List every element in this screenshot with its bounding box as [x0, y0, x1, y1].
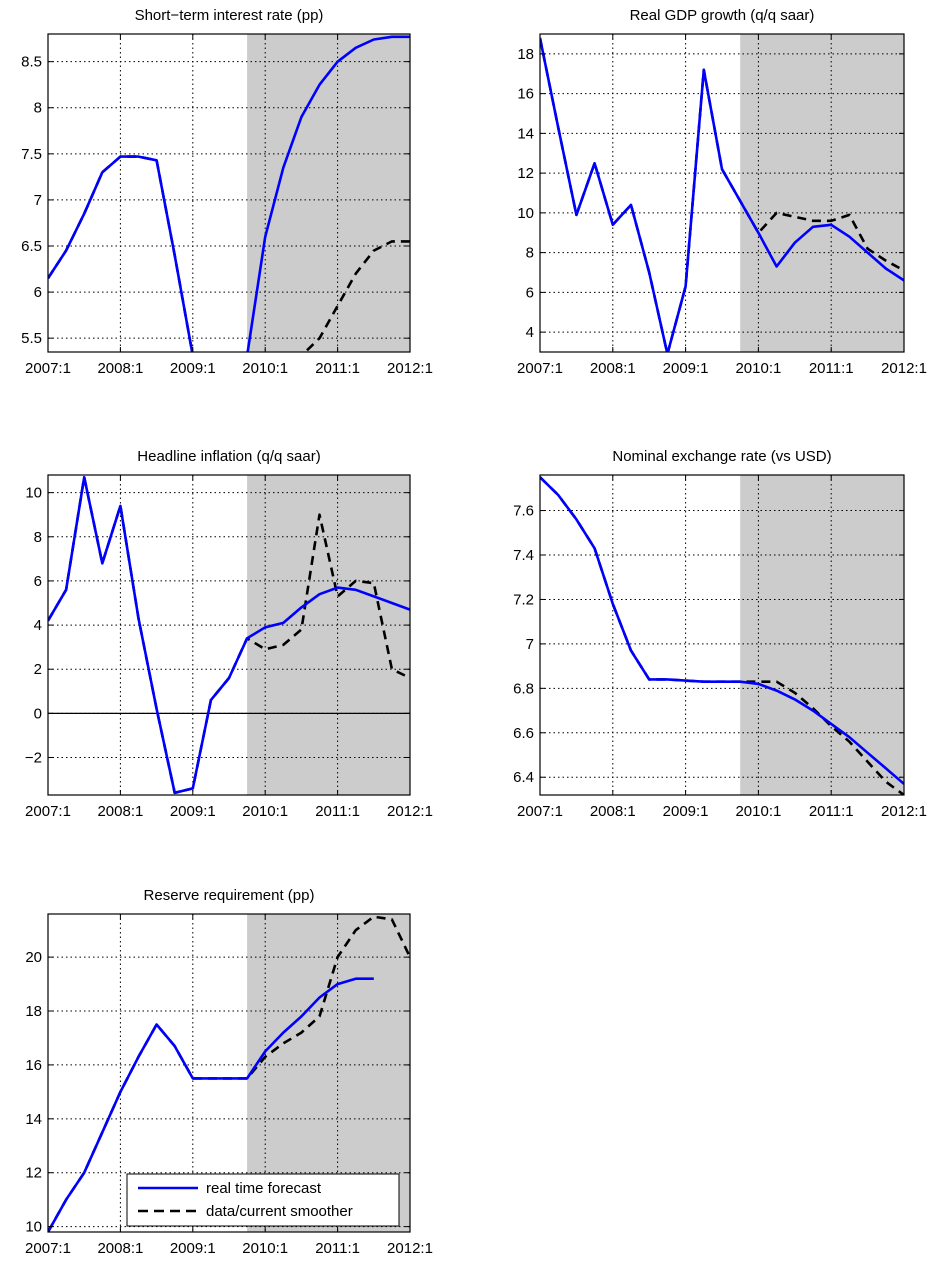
grid: [540, 475, 904, 795]
plot-frame: [539, 474, 905, 796]
legend-label-real-time-forecast: real time forecast: [206, 1180, 322, 1197]
series-line-real-time-forecast: [540, 37, 904, 352]
y-tick-label: 14: [25, 1111, 42, 1128]
y-tick-label: 6.8: [513, 680, 534, 697]
x-tick-label: 2011:1: [809, 360, 854, 377]
nominal-exchange-rate-chart: 6.4 6.6 6.8 7 7.2 7.4 7.6 2007:1 2008:1 2009:1 201…: [513, 448, 927, 820]
x-tick-label: 2007:1: [517, 360, 563, 377]
y-tick-label: 6: [34, 284, 42, 301]
x-tick-label: 2007:1: [25, 803, 71, 820]
y-tick-label: 16: [517, 86, 534, 103]
y-tick-label: 7.6: [513, 503, 534, 520]
plot-frame: [539, 33, 905, 353]
forecast-shading: [740, 34, 904, 352]
x-tick-label: 2008:1: [97, 360, 143, 377]
y-tick-label: 0: [34, 705, 42, 722]
x-tick-label: 2011:1: [315, 803, 360, 820]
x-tick-label: 2009:1: [170, 803, 216, 820]
y-tick-label: 7: [526, 636, 534, 653]
x-tick-label: 2008:1: [590, 803, 636, 820]
x-tick-label: 2009:1: [170, 360, 216, 377]
x-tick-label: 2010:1: [242, 803, 288, 820]
y-tick-label: 5.5: [21, 330, 42, 347]
y-tick-label: 18: [517, 46, 534, 63]
x-tick-label: 2012:1: [387, 1240, 433, 1257]
x-tick-label: 2008:1: [590, 360, 636, 377]
x-tick-label: 2009:1: [663, 360, 709, 377]
y-tick-label: 10: [25, 1219, 42, 1236]
grid: [48, 914, 410, 1232]
y-tick-label: −2: [25, 749, 42, 766]
x-tick-label: 2010:1: [242, 1240, 288, 1257]
y-tick-label: 8: [34, 529, 42, 546]
forecast-shading: [247, 34, 410, 352]
x-tick-label: 2012:1: [881, 803, 927, 820]
x-tick-label: 2009:1: [663, 803, 709, 820]
y-tick-label: 10: [25, 485, 42, 502]
x-tick-label: 2012:1: [387, 360, 433, 377]
y-tick-label: 8: [526, 245, 534, 262]
x-tick-label: 2012:1: [881, 360, 927, 377]
y-tick-label: 4: [526, 324, 534, 341]
x-tick-label: 2008:1: [97, 803, 143, 820]
plot-frame: [47, 474, 411, 796]
x-tick-label: 2010:1: [242, 360, 288, 377]
x-tick-label: 2011:1: [315, 360, 360, 377]
x-tick-label: 2009:1: [170, 1240, 216, 1257]
y-tick-label: 7.2: [513, 591, 534, 608]
y-tick-label: 6.6: [513, 725, 534, 742]
x-tick-label: 2010:1: [735, 803, 781, 820]
x-tick-label: 2011:1: [315, 1240, 360, 1257]
y-tick-label: 6.4: [513, 769, 534, 786]
y-tick-label: 16: [25, 1057, 42, 1074]
y-tick-label: 18: [25, 1003, 42, 1020]
legend-box: [126, 1173, 400, 1227]
legend-label-data-current-smoother: data/current smoother: [206, 1203, 353, 1220]
forecast-shading: [247, 475, 410, 795]
y-tick-label: 8: [34, 100, 42, 117]
forecast-shading: [740, 475, 904, 795]
y-tick-label: 8.5: [21, 54, 42, 71]
headline-inflation-chart: −2 0 2 4 6 8 10 2007:1 2008:1 2009:1 2010:1 2011:1 2…: [25, 448, 433, 820]
y-tick-label: 12: [517, 165, 534, 182]
legend: real time forecast data/current smoother: [126, 1173, 400, 1227]
series-line-real-time-forecast: [48, 475, 410, 795]
series-line-real-time-forecast: [48, 35, 410, 352]
y-tick-label: 10: [517, 205, 534, 222]
x-tick-label: 2011:1: [809, 803, 854, 820]
x-tick-label: 2007:1: [25, 360, 71, 377]
series-line-real-time-forecast: [540, 476, 904, 785]
y-tick-label: 7.4: [513, 547, 534, 564]
y-tick-label: 6: [526, 284, 534, 301]
series-line-real-time-forecast: [48, 977, 374, 1232]
x-tick-label: 2007:1: [517, 803, 563, 820]
grid: [48, 34, 410, 352]
y-tick-label: 7: [34, 192, 42, 209]
chart-title: Reserve requirement (pp): [144, 887, 315, 904]
y-tick-label: 14: [517, 125, 534, 142]
real-gdp-growth-chart: 4 6 8 10 12 14 16 18 2007:1 2008:1 2009:1 2010:1 201…: [517, 7, 927, 377]
x-tick-label: 2007:1: [25, 1240, 71, 1257]
plot-frame: [47, 913, 411, 1233]
plot-frame: [47, 33, 411, 353]
y-tick-label: 6: [34, 573, 42, 590]
chart-title: Headline inflation (q/q saar): [137, 448, 320, 465]
y-tick-label: 7.5: [21, 146, 42, 163]
x-tick-label: 2010:1: [735, 360, 781, 377]
chart-title: Real GDP growth (q/q saar): [630, 7, 815, 24]
y-tick-label: 2: [34, 661, 42, 678]
x-tick-label: 2012:1: [387, 803, 433, 820]
y-tick-label: 12: [25, 1165, 42, 1182]
short-term-interest-rate-chart: 5.5 6 6.5 7 7.5 8 8.5 2007:1 2008:1 2009:1 2010:1 2…: [21, 7, 433, 377]
y-tick-label: 20: [25, 949, 42, 966]
chart-title: Short−term interest rate (pp): [135, 7, 324, 24]
x-tick-label: 2008:1: [97, 1240, 143, 1257]
y-tick-label: 4: [34, 617, 42, 634]
y-tick-label: 6.5: [21, 238, 42, 255]
chart-title: Nominal exchange rate (vs USD): [612, 448, 831, 465]
